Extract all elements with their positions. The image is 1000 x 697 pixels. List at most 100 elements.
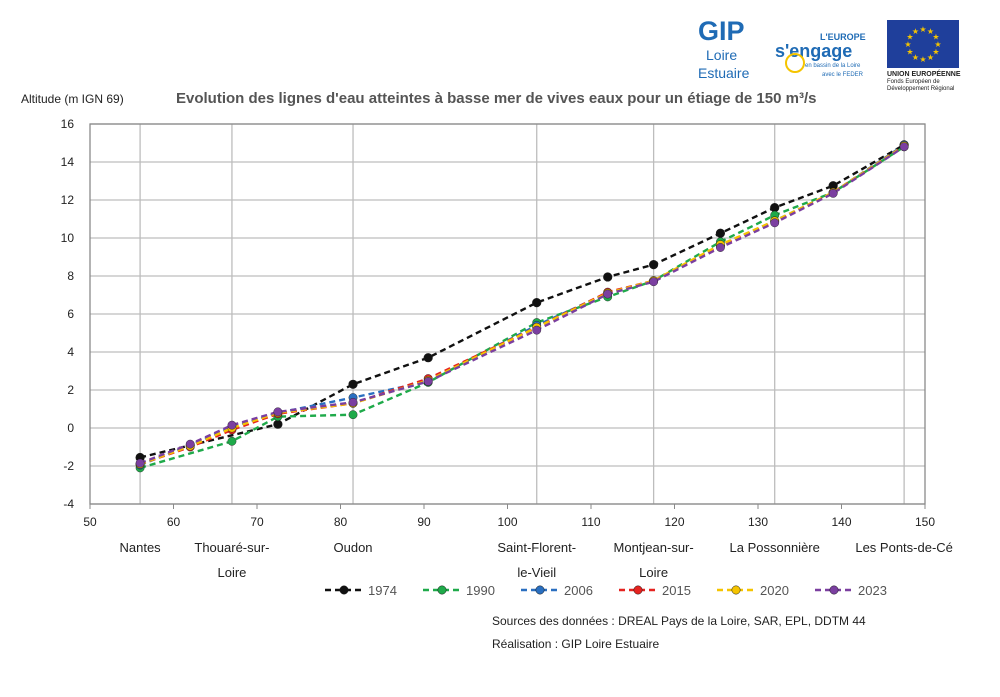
- series-1990: [135, 142, 909, 473]
- eu-star-icon: ★: [932, 33, 939, 42]
- x-tick-label: 100: [497, 515, 517, 529]
- x-tick-label: 50: [83, 515, 97, 529]
- place-label: Loire: [639, 565, 668, 580]
- gip-loire-estuaire-logo: GIP Loire Estuaire: [698, 16, 750, 81]
- legend-label: 2020: [760, 583, 789, 598]
- y-tick-label: -4: [63, 497, 74, 511]
- data-point-1990: [348, 410, 358, 420]
- y-tick-label: 6: [67, 307, 74, 321]
- legend-swatch-marker: [829, 585, 839, 595]
- eu-star-icon: ★: [906, 33, 913, 42]
- sources-line: Sources des données : DREAL Pays de la L…: [492, 614, 866, 628]
- data-point-2023: [716, 243, 725, 252]
- y-axis-label: Altitude (m IGN 69): [21, 92, 124, 106]
- data-point-1974: [770, 203, 780, 213]
- data-point-1974: [348, 379, 358, 389]
- legend-item-2006: 2006: [521, 583, 593, 598]
- data-point-2023: [348, 397, 358, 407]
- series-2023: [135, 142, 909, 468]
- europe-logo-line4: avec le FEDER: [822, 72, 864, 78]
- eu-star-icon: ★: [906, 48, 913, 57]
- europe-logo-line3: en bassin de la Loire: [805, 63, 861, 69]
- place-label: Oudon: [334, 540, 373, 555]
- data-point-1974: [603, 272, 613, 282]
- place-label: La Possonnière: [730, 540, 820, 555]
- data-point-2023: [828, 188, 838, 198]
- series-1974: [135, 140, 909, 463]
- eu-star-icon: ★: [934, 40, 941, 49]
- y-tick-label: 8: [67, 269, 74, 283]
- eu-flag-line2: Fonds Européen de: [887, 79, 940, 85]
- eu-star-icon: ★: [932, 48, 939, 57]
- eu-star-icon: ★: [927, 27, 934, 36]
- series-2006: [135, 140, 909, 470]
- y-tick-label: 2: [67, 383, 74, 397]
- data-point-2023: [649, 277, 659, 287]
- data-point-2023: [603, 289, 613, 299]
- legend-swatch-marker: [633, 585, 643, 595]
- place-labels: Nantes Thouaré-sur- Loire Oudon Saint-Floren…: [119, 540, 952, 580]
- data-point-1974: [423, 353, 433, 363]
- y-tick-label: 16: [61, 117, 75, 131]
- place-label: Les Ponts-de-Cé: [855, 540, 953, 555]
- legend-item-1974: 1974: [325, 583, 397, 598]
- eu-star-icon: ★: [912, 27, 919, 36]
- x-tick-label: 110: [581, 515, 600, 529]
- data-point-1974: [273, 419, 283, 429]
- y-axis-ticks: -4 -2 0 2 4 6 8 10 12 14 16: [61, 117, 75, 511]
- europe-logo-line2: s'engage: [775, 41, 852, 61]
- data-point-2023: [532, 325, 542, 335]
- eu-star-icon: ★: [904, 40, 911, 49]
- legend-item-2023: 2023: [815, 583, 887, 598]
- series-lines: [135, 140, 909, 473]
- data-point-2023: [227, 420, 237, 430]
- x-tick-label: 70: [250, 515, 264, 529]
- data-point-2023: [135, 458, 145, 468]
- x-axis-ticks: 50 60 70 80 90 100 110 120 130 140 150: [83, 504, 935, 529]
- gip-logo-line2: Loire: [706, 47, 737, 63]
- chart-title: Evolution des lignes d'eau atteintes à b…: [176, 90, 816, 107]
- eu-star-icon: ★: [919, 25, 926, 34]
- legend-label: 1974: [368, 583, 397, 598]
- y-tick-label: 14: [61, 155, 75, 169]
- data-point-1974: [715, 228, 726, 238]
- eu-flag-line1: UNION EUROPÉENNE: [887, 69, 961, 78]
- data-point-1990: [227, 436, 237, 446]
- europe-logo-line1: L'EUROPE: [820, 32, 866, 42]
- legend: 1974 1990 2006 2015 2020 2023: [325, 583, 887, 598]
- eu-flag-line3: Développement Régional: [887, 86, 954, 92]
- y-tick-label: 12: [61, 193, 75, 207]
- data-point-2023: [423, 377, 433, 386]
- y-tick-label: -2: [63, 459, 74, 473]
- series-line-1974: [139, 143, 905, 459]
- x-tick-label: 90: [417, 515, 431, 529]
- eu-flag-logo: ★★★★★★★★★ ★ ★★ UNION EUROPÉENNE Fonds Euro…: [887, 20, 961, 92]
- legend-label: 1990: [466, 583, 495, 598]
- europe-engage-logo: L'EUROPE s'engage en bassin de la Loire …: [775, 32, 866, 78]
- grid: [90, 123, 925, 505]
- gip-logo-line1: GIP: [698, 16, 745, 46]
- credit-line: Réalisation : GIP Loire Estuaire: [492, 637, 660, 651]
- y-tick-label: 0: [67, 421, 74, 435]
- eu-stars-icon: ★★★★★★★★★ ★ ★★: [904, 25, 941, 64]
- x-tick-label: 120: [664, 515, 684, 529]
- x-tick-label: 140: [831, 515, 851, 529]
- series-line-2015: [139, 144, 905, 466]
- series-line-2023: [139, 145, 905, 465]
- data-point-1974: [532, 297, 542, 308]
- place-label: le-Vieil: [517, 565, 556, 580]
- legend-swatch-marker: [731, 585, 741, 595]
- legend-label: 2015: [662, 583, 691, 598]
- data-point-1974: [649, 259, 659, 270]
- place-label: Nantes: [119, 540, 161, 555]
- eu-flag-icon: [887, 20, 959, 68]
- gip-logo-line3: Estuaire: [698, 65, 750, 81]
- series-line-2020: [139, 144, 905, 466]
- legend-swatch-marker: [437, 585, 447, 595]
- place-label: Thouaré-sur-: [194, 540, 269, 555]
- legend-label: 2006: [564, 583, 593, 598]
- series-line-1990: [139, 145, 905, 470]
- data-point-2023: [770, 218, 780, 228]
- legend-swatch-marker: [535, 585, 545, 595]
